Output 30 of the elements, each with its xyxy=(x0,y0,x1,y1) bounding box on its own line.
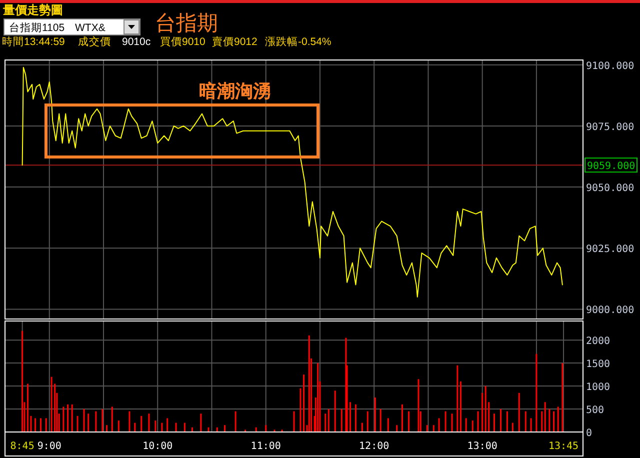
y-tick-label: 500 xyxy=(586,405,604,416)
y-tick-label: 9000.000 xyxy=(586,305,634,316)
y-tick-label: 9050.000 xyxy=(586,183,634,194)
x-tick-label: 11:00 xyxy=(250,441,281,452)
line-series xyxy=(22,66,563,298)
x-tick-label: 13:00 xyxy=(467,441,498,452)
text: 買價9010 xyxy=(160,36,206,48)
y-tick-label: 1000 xyxy=(586,382,610,394)
text: 漲跌幅-0.54% xyxy=(265,36,332,48)
y-tick-label: 0 xyxy=(586,428,592,439)
text: 9010c xyxy=(122,36,151,48)
x-tick-label: 12:00 xyxy=(359,441,390,452)
annotation: 暗潮洶湧 xyxy=(199,81,271,101)
y-tick-label: 9025.000 xyxy=(586,244,634,256)
chart-title: 量價走勢圖 xyxy=(2,3,63,17)
x-tick-label: 10:00 xyxy=(142,441,173,452)
text: WTX& xyxy=(75,22,106,34)
ref-line-label: 9059.000 xyxy=(587,161,636,172)
chart-subtitle: 台指期 xyxy=(155,12,218,35)
y-tick-label: 9100.000 xyxy=(586,60,634,72)
y-tick-label: 9075.000 xyxy=(586,122,634,133)
x-tick-label: 9:00 xyxy=(37,441,62,452)
x-tick-label: 13:45 xyxy=(548,441,579,452)
x-tick-label: 8:45 xyxy=(10,441,34,452)
text: 時間13:44:59 xyxy=(2,35,66,48)
text: 台指期1105 xyxy=(9,21,65,34)
text: 賣價9012 xyxy=(212,35,258,48)
text: 成交價 xyxy=(78,35,111,48)
y-tick-label: 1500 xyxy=(586,359,610,370)
y-tick-label: 2000 xyxy=(586,336,610,348)
